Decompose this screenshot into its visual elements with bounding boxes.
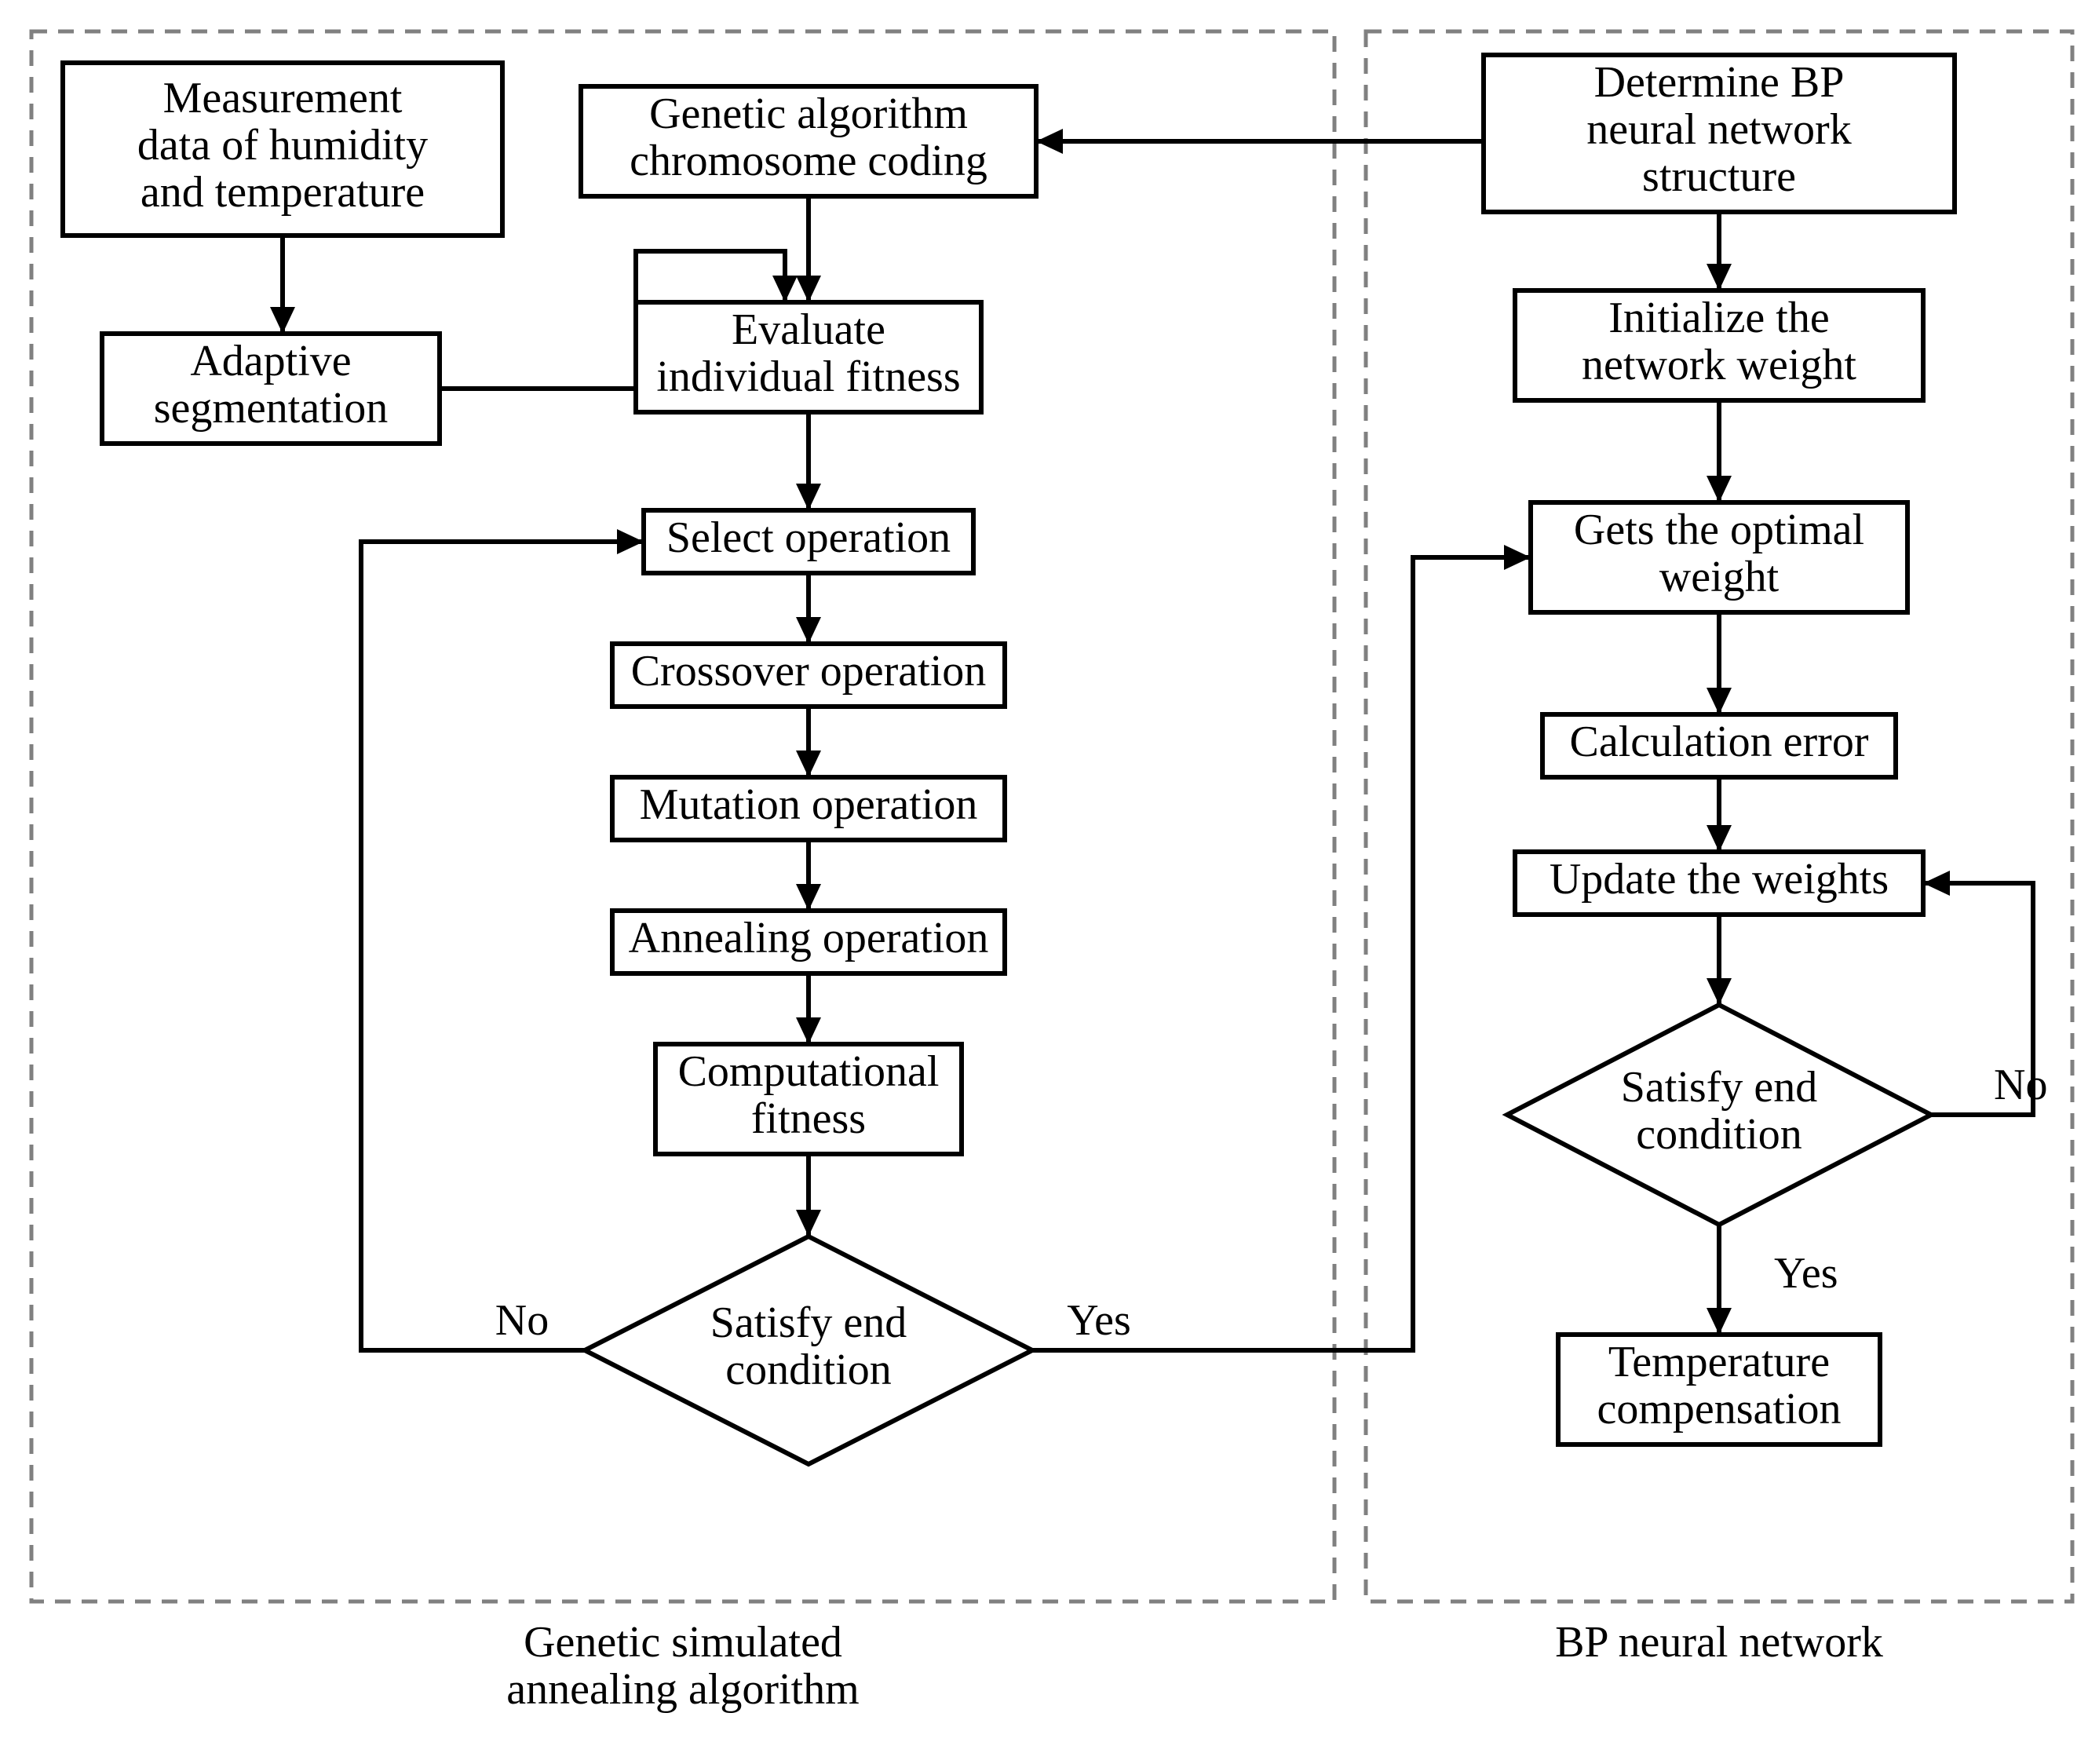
svg-text:Determine BP: Determine BP (1594, 58, 1845, 107)
svg-text:network weight: network weight (1582, 341, 1856, 389)
svg-text:Update the weights: Update the weights (1550, 855, 1889, 904)
edge-label-e10: No (495, 1296, 549, 1345)
svg-text:fitness: fitness (751, 1094, 866, 1143)
svg-text:individual fitness: individual fitness (656, 352, 960, 401)
svg-text:Gets the optimal: Gets the optimal (1574, 506, 1864, 554)
svg-text:structure: structure (1642, 152, 1796, 201)
svg-text:and temperature: and temperature (141, 168, 425, 217)
svg-text:Satisfy end: Satisfy end (710, 1298, 907, 1347)
svg-text:Temperature: Temperature (1608, 1338, 1830, 1386)
edge-label-e18: No (1994, 1061, 2047, 1109)
svg-text:weight: weight (1659, 553, 1780, 601)
edge-label-e19: Yes (1774, 1249, 1838, 1298)
svg-text:compensation: compensation (1597, 1385, 1841, 1433)
edge-e10 (361, 542, 644, 1350)
svg-text:condition: condition (725, 1346, 892, 1394)
svg-text:Mutation operation: Mutation operation (640, 780, 978, 829)
svg-text:Measurement: Measurement (163, 74, 403, 122)
svg-text:Select operation: Select operation (666, 513, 951, 562)
svg-text:Crossover operation: Crossover operation (631, 647, 987, 696)
caption-left: annealing algorithm (506, 1665, 859, 1714)
svg-text:Computational: Computational (678, 1047, 940, 1096)
svg-text:Annealing operation: Annealing operation (629, 914, 989, 962)
svg-text:Adaptive: Adaptive (190, 337, 351, 385)
svg-text:segmentation: segmentation (154, 384, 389, 433)
svg-text:data of humidity: data of humidity (137, 121, 428, 170)
edge-label-e11: Yes (1067, 1296, 1130, 1345)
edge-e11 (1032, 557, 1531, 1350)
svg-text:Satisfy end: Satisfy end (1621, 1063, 1817, 1112)
svg-text:Initialize the: Initialize the (1608, 294, 1829, 342)
svg-text:chromosome coding: chromosome coding (630, 137, 987, 185)
caption-left: Genetic simulated (524, 1618, 842, 1667)
svg-text:Evaluate: Evaluate (732, 305, 885, 354)
svg-text:Calculation error: Calculation error (1570, 718, 1869, 766)
svg-text:Genetic algorithm: Genetic algorithm (649, 89, 968, 138)
caption-right: BP neural network (1555, 1618, 1883, 1667)
svg-text:condition: condition (1636, 1110, 1802, 1159)
svg-text:neural network: neural network (1586, 105, 1851, 154)
